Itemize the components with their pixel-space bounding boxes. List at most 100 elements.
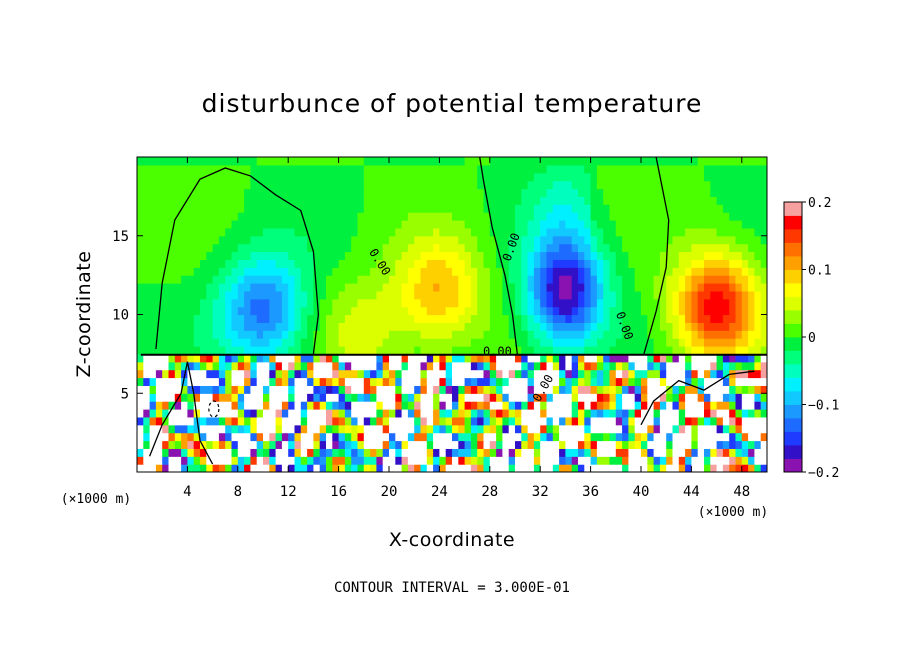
field-cell [445, 338, 453, 347]
field-cell [672, 401, 680, 410]
field-cell [395, 330, 403, 339]
field-cell [149, 393, 157, 402]
field-cell [622, 409, 629, 418]
field-cell [716, 283, 724, 292]
field-cell [288, 157, 296, 166]
field-cell [603, 385, 611, 394]
field-cell [313, 172, 321, 182]
colorbar-label: −0.2 [808, 466, 839, 481]
field-cell [521, 180, 529, 190]
field-cell [760, 196, 767, 205]
field-cell [338, 275, 346, 284]
field-cell [307, 424, 314, 434]
field-cell [143, 212, 151, 221]
field-cell [590, 464, 598, 472]
field-cell [760, 235, 767, 245]
field-cell [527, 196, 535, 205]
field-cell [634, 204, 642, 213]
field-cell [168, 243, 176, 253]
field-cell [483, 259, 491, 268]
field-cell [307, 409, 314, 418]
field-cell [218, 448, 226, 457]
field-cell [470, 393, 478, 402]
field-cell [546, 440, 554, 449]
field-cell [174, 220, 182, 229]
field-cell [452, 448, 459, 457]
field-cell [143, 385, 151, 394]
field-cell [603, 235, 611, 245]
field-cell [168, 251, 176, 260]
field-cell [578, 180, 585, 190]
field-cell [666, 416, 674, 426]
field-cell [231, 346, 239, 355]
field-cell [496, 212, 503, 221]
field-cell [470, 385, 478, 394]
field-cell [704, 172, 711, 182]
field-cell [704, 448, 711, 457]
field-cell [760, 267, 767, 276]
field-cell [439, 338, 447, 347]
field-cell [162, 353, 170, 363]
field-cell [218, 283, 226, 292]
field-cell [200, 346, 207, 355]
field-cell [704, 409, 711, 418]
field-cell [206, 464, 214, 472]
field-cell [263, 290, 270, 300]
field-cell [181, 275, 188, 284]
field-cell [200, 164, 207, 174]
field-cell [754, 322, 762, 331]
field-cell [200, 456, 207, 465]
field-cell [149, 251, 157, 260]
field-cell [426, 456, 434, 465]
field-cell [401, 243, 409, 253]
field-cell [666, 235, 674, 245]
field-cell [697, 188, 705, 197]
field-cell [590, 196, 598, 205]
x-tick-label: 8 [234, 484, 242, 500]
field-cell [678, 322, 686, 331]
field-cell [294, 369, 302, 379]
field-cell [382, 188, 390, 197]
field-cell [256, 432, 264, 442]
field-cell [244, 353, 251, 363]
field-cell [137, 172, 144, 182]
field-cell [452, 346, 459, 355]
field-cell [716, 306, 724, 316]
field-cell [137, 267, 144, 276]
field-cell [395, 322, 403, 331]
field-cell [162, 188, 170, 197]
field-cell [420, 306, 428, 316]
field-cell [269, 251, 277, 260]
field-cell [244, 401, 251, 410]
field-cell [678, 464, 686, 472]
field-cell [263, 235, 270, 245]
field-cell [357, 204, 365, 213]
field-cell [533, 212, 541, 221]
field-cell [376, 424, 384, 434]
field-cell [445, 401, 453, 410]
field-cell [496, 235, 503, 245]
field-cell [401, 369, 409, 379]
field-cell [659, 196, 667, 205]
field-cell [760, 448, 767, 457]
field-cell [174, 330, 182, 339]
field-cell [622, 227, 629, 237]
field-cell [426, 401, 434, 410]
field-cell [470, 283, 478, 292]
field-cell [540, 424, 548, 434]
field-cell [470, 298, 478, 308]
field-cell [691, 330, 699, 339]
field-cell [256, 338, 264, 347]
field-cell [174, 275, 182, 284]
field-cell [741, 456, 749, 465]
field-cell [407, 377, 415, 386]
field-cell [609, 330, 617, 339]
field-cell [382, 401, 390, 410]
field-cell [155, 346, 163, 355]
field-cell [596, 409, 604, 418]
field-cell [647, 259, 655, 268]
field-cell [162, 306, 170, 316]
field-cell [552, 369, 560, 379]
field-cell [735, 401, 743, 410]
field-cell [603, 251, 611, 260]
